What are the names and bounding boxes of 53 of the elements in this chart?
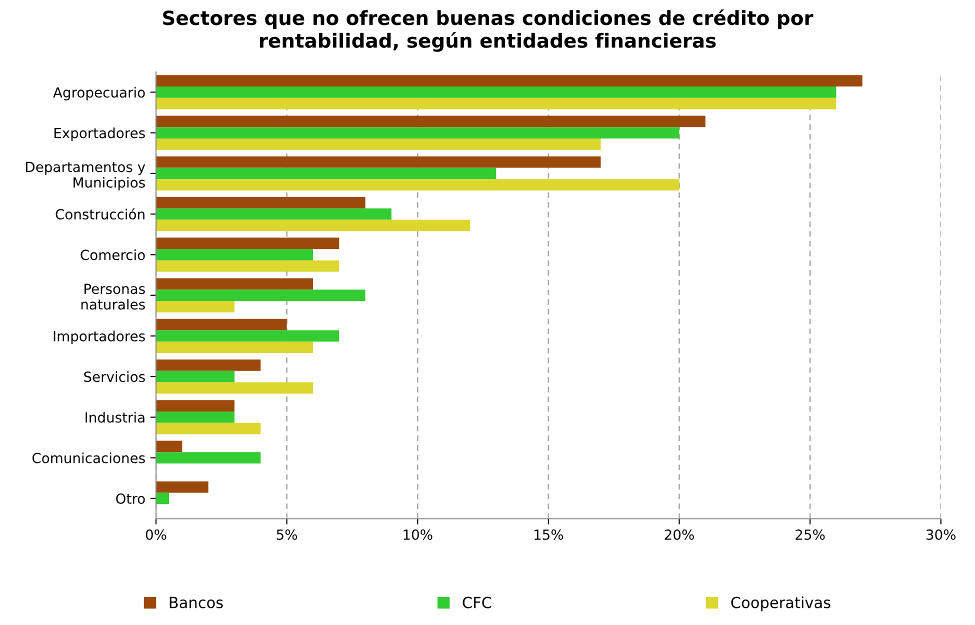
bar [156,156,601,168]
x-tick-label: 20% [664,529,694,540]
bar [156,301,234,312]
bar [156,382,313,394]
y-tick-label: Comercio [80,249,145,260]
bar [156,422,261,434]
legend-label: CFC [462,596,492,608]
y-tick-label: Comunicaciones [32,452,145,464]
bar [156,75,862,86]
y-tick-label: Importadores [54,330,145,344]
bar [156,492,170,504]
x-tick-label: 10% [404,529,432,540]
bar [156,238,340,249]
x-tick-label: 15% [534,529,564,540]
y-tick-label: Agropecuario [53,86,145,100]
bar [156,168,496,180]
bar [156,278,313,290]
bar [156,260,340,272]
y-tick-label: Servicios [84,371,145,382]
chart-title: Sectores que no ofrecen buenas condiciones de crédito por rentabilidad, según entidades financieras [163,9,814,52]
bar [156,98,836,110]
bar [156,412,234,423]
x-tick-label: 5% [276,529,298,540]
x-tick-label: 0% [146,529,166,540]
bar [156,116,706,128]
bar [156,452,261,464]
bar [156,197,366,208]
x-tick-label: 30% [926,529,956,540]
x-tick-label: 25% [796,529,825,540]
bar [156,86,836,98]
y-tick-label: Personas naturales [81,284,145,310]
bar [156,360,261,371]
bar [156,481,208,493]
bar [156,208,392,220]
y-tick-label: Construcción [56,208,144,220]
bar [156,138,601,150]
legend-label: Cooperativas [731,596,830,612]
bar [156,342,313,353]
bar [156,400,234,412]
y-tick-label: Industria [86,412,144,423]
bar [156,127,680,138]
bar [156,440,182,452]
bar [156,370,234,382]
legend-label: Bancos [170,596,223,608]
y-tick-label: Otro [116,493,145,504]
bar [156,290,366,301]
bar [156,318,287,330]
y-tick-label: Exportadores [54,128,145,141]
y-tick-label: Departamentos y Municipios [26,162,146,190]
bar [156,249,313,260]
bar [156,330,340,342]
bar [156,179,680,190]
bar [156,220,470,232]
